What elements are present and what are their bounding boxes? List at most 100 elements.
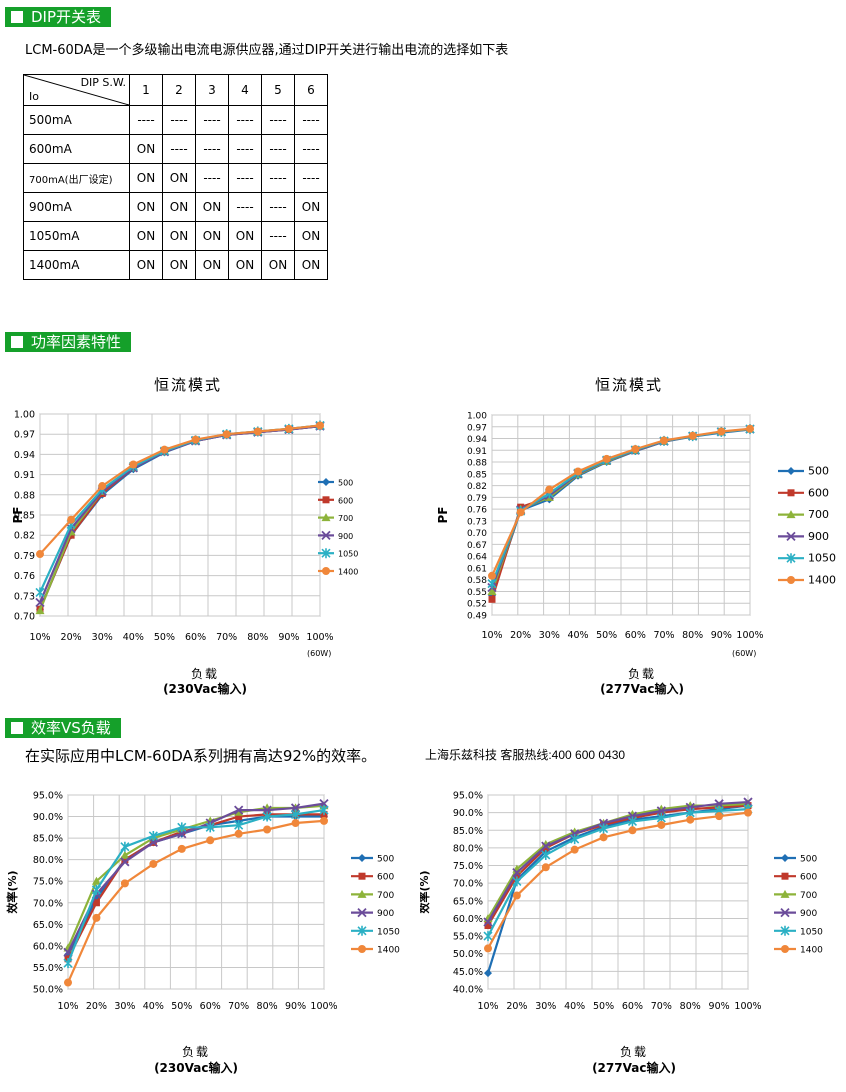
marker-900	[120, 857, 130, 867]
table-cell: ----	[162, 134, 196, 164]
y-tick-label: 75.0%	[453, 861, 483, 872]
marker-600	[121, 856, 129, 864]
marker-1050	[120, 841, 130, 852]
y-tick-label: 0.76	[14, 571, 35, 582]
series-line-600	[487, 804, 749, 927]
x-tick-label: 70%	[216, 632, 237, 643]
x-tick-label: 50%	[154, 632, 175, 643]
marker-900	[483, 917, 493, 927]
marker-1050	[541, 849, 551, 860]
marker-1400	[222, 430, 231, 439]
table-cell: ON	[129, 192, 163, 222]
marker-1400	[660, 436, 668, 445]
x-tick-label: 50%	[593, 1001, 614, 1012]
x-axis-sublabel: (277Vac输入)	[600, 681, 684, 696]
marker-900	[357, 907, 367, 918]
table-cell: ----	[228, 192, 262, 222]
chart-title: 恒流模式	[595, 376, 663, 394]
table-cell: ON	[228, 221, 262, 251]
marker-600	[542, 844, 550, 852]
marker-900	[319, 798, 329, 809]
square-icon	[11, 336, 23, 348]
x-tick-label: 90%	[278, 632, 299, 643]
legend-label: 500	[808, 465, 829, 478]
marker-700	[321, 513, 331, 522]
y-tick-label: 55.0%	[453, 932, 483, 943]
marker-1400	[67, 515, 76, 524]
square-icon	[11, 722, 23, 734]
y-axis-label: 效率(%)	[5, 870, 19, 913]
series-1400	[484, 808, 752, 953]
legend-label: 900	[377, 909, 394, 919]
marker-500	[484, 969, 492, 978]
legend-entry-900: 900	[778, 530, 829, 543]
marker-1050	[357, 925, 367, 936]
pf-chart-230: 恒流模式 0.70 0.73 0.76 0.79 0.82 0.85 0.88 0.91 0.94…	[0, 360, 420, 720]
x-tick-label: 30%	[535, 1001, 556, 1012]
y-tick-label: 1.00	[14, 410, 35, 421]
hotline-text: 上海乐兹科技 客服热线:400 600 0430	[425, 748, 626, 762]
y-tick-label: 45.0%	[453, 967, 483, 978]
legend-entry-1400: 1400	[351, 945, 400, 956]
column-header: 1	[129, 74, 163, 106]
marker-1050	[321, 548, 331, 559]
marker-1400	[628, 826, 637, 835]
marker-500	[781, 854, 789, 862]
chart-note: (60W)	[732, 649, 756, 658]
column-header: 5	[261, 74, 295, 106]
legend-label: 600	[808, 486, 829, 499]
table-cell: ON	[294, 192, 328, 222]
x-tick-label: 70%	[653, 630, 674, 641]
x-axis-label: 负载	[628, 667, 656, 681]
row-label: 700mA(出厂设定)	[23, 163, 130, 193]
marker-1400	[129, 460, 138, 469]
marker-1400	[92, 913, 101, 922]
marker-1400	[206, 836, 215, 845]
marker-900	[786, 531, 796, 542]
dip-switch-table: DIP S.W. Io 1 2 3 4 5 6 500mA ---- ---- ---…	[23, 74, 328, 280]
marker-600	[92, 899, 100, 907]
y-tick-label: 0.88	[14, 490, 35, 501]
x-tick-label: 50%	[171, 1001, 192, 1012]
x-tick-label: 60%	[625, 630, 646, 641]
y-tick-label: 0.58	[467, 576, 487, 586]
x-tick-label: 80%	[680, 1001, 701, 1012]
y-tick-label: 0.85	[467, 470, 487, 480]
y-tick-label: 0.64	[467, 553, 487, 563]
marker-1050	[290, 809, 301, 820]
marker-900	[714, 799, 724, 809]
y-tick-label: 0.73	[14, 591, 35, 602]
x-axis-sublabel: (277Vac输入)	[592, 1060, 676, 1075]
marker-600	[787, 489, 795, 497]
eff-chart-277: 40.0% 45.0% 50.0% 55.0% 60.0% 65.0% 70.0% 75.0%…	[417, 780, 846, 1088]
legend-label: 1050	[800, 927, 823, 937]
series-line-1400	[487, 811, 749, 949]
legend-entry-600: 600	[318, 496, 353, 505]
marker-600	[657, 809, 665, 817]
marker-1050	[570, 834, 580, 845]
x-tick-label: 80%	[682, 630, 703, 641]
table-cell: ON	[129, 221, 163, 251]
marker-1050	[598, 823, 609, 834]
y-axis-label: 效率(%)	[420, 870, 431, 913]
table-header-row: DIP S.W. Io 1 2 3 4 5 6	[23, 74, 328, 106]
x-tick-label: 60%	[622, 1001, 643, 1012]
row-label: 900mA	[23, 192, 130, 222]
chart-note: (60W)	[307, 649, 331, 658]
y-tick-label: 0.70	[467, 529, 487, 539]
series-1050	[63, 805, 329, 969]
y-tick-label: 0.97	[14, 430, 35, 441]
legend-entry-1050: 1050	[778, 552, 836, 565]
series-line-1400	[490, 427, 751, 577]
x-tick-label: 70%	[651, 1001, 672, 1012]
legend-entry-600: 600	[778, 486, 829, 499]
marker-1400	[516, 508, 525, 517]
x-tick-label: 20%	[86, 1001, 107, 1012]
y-tick-label: 0.73	[467, 517, 487, 527]
x-tick-label: 10%	[57, 1001, 78, 1012]
marker-1400	[545, 485, 554, 494]
legend-entry-600: 600	[351, 872, 394, 883]
marker-500	[358, 854, 366, 862]
marker-1050	[319, 805, 329, 816]
x-tick-label: 90%	[285, 1001, 306, 1012]
